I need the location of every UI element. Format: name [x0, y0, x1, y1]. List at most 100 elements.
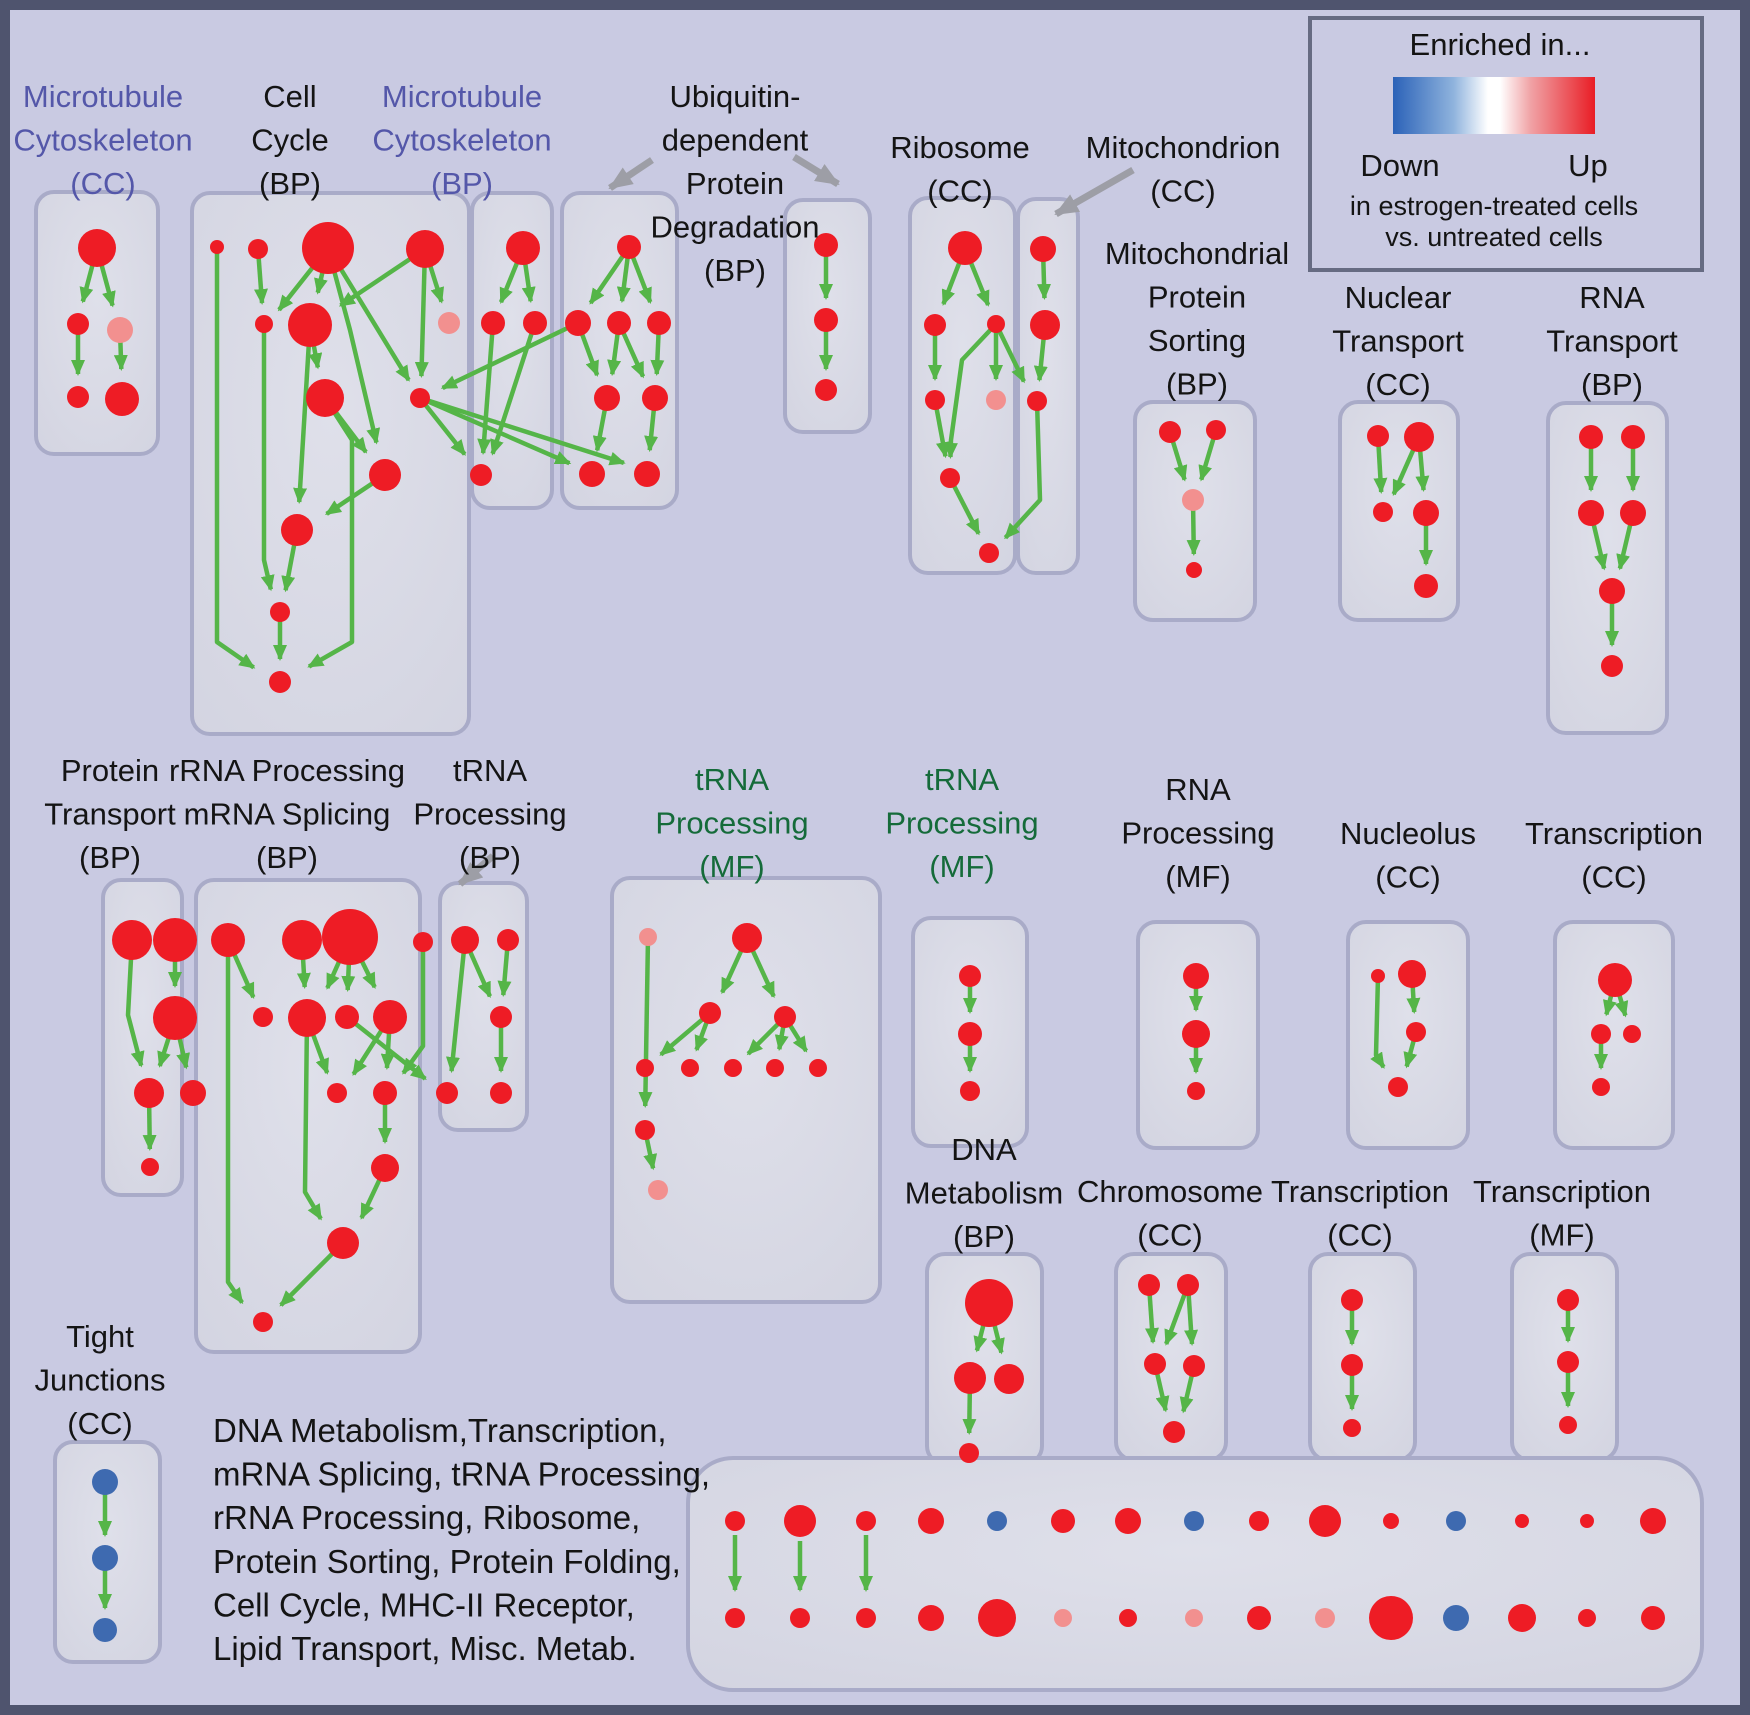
misc-terms-top-node-3 — [856, 1511, 876, 1531]
network-nodes — [67, 222, 1666, 1642]
dna-metabolism-node-3 — [994, 1364, 1024, 1394]
label-dna-metabolism-bp-line-3: (BP) — [953, 1219, 1015, 1254]
label-mitochondrion-cc-line-2: (CC) — [1150, 174, 1215, 209]
label-protein-transport-bp-line-2: Transport — [44, 797, 176, 832]
rrna-processing-mrna-splicing-node-9 — [327, 1083, 347, 1103]
dna-metabolism-node-1 — [965, 1279, 1013, 1327]
label-microtubule-cytoskeleton-cc-line-3: (CC) — [70, 166, 135, 201]
label-ubiquitin-dependent-protein-degradation-bp-line-4: Degradation — [651, 210, 820, 245]
label-dna-metabolism-bp-line-1: DNA — [951, 1132, 1017, 1167]
trna-processing-mf-1-node-4 — [774, 1006, 796, 1028]
label-transcription-mf-line-2: (MF) — [1529, 1218, 1594, 1253]
label-microtubule-cytoskeleton-cc-line-2: Cytoskeleton — [13, 123, 192, 158]
chromosome-node-1 — [1138, 1274, 1160, 1296]
rrna-processing-mrna-splicing-node-8 — [373, 1000, 407, 1034]
chromosome-node-2 — [1177, 1274, 1199, 1296]
dna-metabolism-node-2 — [954, 1362, 986, 1394]
rna-transport-node-2 — [1621, 425, 1645, 449]
rna-transport-node-1 — [1579, 425, 1603, 449]
legend-down-label: Down — [1360, 148, 1439, 183]
label-microtubule-cytoskeleton-bp-line-3: (BP) — [431, 166, 493, 201]
rna-transport-node-5 — [1599, 578, 1625, 604]
microtubule-cytoskeleton-bp-edge-4 — [490, 322, 538, 456]
nuclear-transport-node-5 — [1414, 574, 1438, 598]
label-mitochondrial-protein-sorting-bp-line-2: Protein — [1148, 280, 1246, 315]
misc-terms-top-node-5 — [987, 1511, 1007, 1531]
trna-processing-mf-1-node-7 — [724, 1059, 742, 1077]
protein-transport-node-6 — [141, 1158, 159, 1176]
cell-cycle-edge-11 — [293, 324, 313, 505]
cell-cycle-edge-1 — [214, 247, 256, 670]
trna-processing-mf-1-node-3 — [699, 1002, 721, 1024]
rrna-processing-mrna-splicing-node-12 — [327, 1227, 359, 1259]
label-mitochondrial-protein-sorting-bp-line-1: Mitochondrial — [1105, 236, 1289, 271]
cell-cycle-node-5 — [255, 315, 273, 333]
label-ubiquitin-dependent-protein-degradation-bp-line-3: Protein — [686, 166, 784, 201]
legend-up-label: Up — [1568, 148, 1608, 183]
transcription-mf-node-3 — [1559, 1416, 1577, 1434]
microtubule-cytoskeleton-cc-node-2 — [67, 313, 89, 335]
label-trna-processing-mf-1-line-1: tRNA — [695, 762, 769, 797]
misc-terms-line-3: rRNA Processing, Ribosome, — [213, 1499, 640, 1536]
ubiquitin-degradation-1-node-3 — [607, 311, 631, 335]
mitochondrial-protein-sorting-node-4 — [1186, 562, 1202, 578]
label-trna-processing-bp-line-2: Processing — [413, 797, 566, 832]
misc-terms-top-node-9 — [1249, 1511, 1269, 1531]
rrna-processing-mrna-splicing-node-6 — [288, 999, 326, 1037]
legend: Enriched in... Down Up in estrogen-treated … — [1308, 16, 1704, 272]
misc-terms-bottom-node-12 — [1443, 1605, 1469, 1631]
label-trna-processing-bp-line-1: tRNA — [453, 753, 527, 788]
transcription-cc-mid-node-2 — [1591, 1024, 1611, 1044]
cell-cycle-edge-12 — [260, 324, 275, 592]
rna-transport-box — [1546, 401, 1669, 735]
mitochondrial-protein-sorting-node-2 — [1206, 420, 1226, 440]
trna-processing-mf-1-node-1 — [639, 928, 657, 946]
annotation-arrow-2 — [792, 154, 840, 187]
ribosome-node-5 — [986, 390, 1006, 410]
label-ribosome-cc-line-1: Ribosome — [890, 130, 1030, 165]
label-nucleolus-cc-line-1: Nucleolus — [1340, 816, 1476, 851]
rrna-processing-mrna-splicing-node-11 — [371, 1154, 399, 1182]
label-rna-processing-mf-line-2: Processing — [1121, 816, 1274, 851]
label-rrna-processing-mrna-splicing-bp-line-3: (BP) — [256, 840, 318, 875]
rna-transport-node-4 — [1620, 500, 1646, 526]
annotation-arrow-3 — [1054, 166, 1135, 218]
protein-transport-node-5 — [180, 1080, 206, 1106]
rrna-processing-mrna-splicing-node-7 — [335, 1005, 359, 1029]
ubiquitin-degradation-1-node-8 — [634, 461, 660, 487]
label-tight-junctions-cc-line-3: (CC) — [67, 1406, 132, 1441]
misc-terms-bottom-node-10 — [1315, 1608, 1335, 1628]
trna-processing-bp-node-4 — [436, 1082, 458, 1104]
ribosome-node-6 — [940, 468, 960, 488]
microtubule-cytoskeleton-cc-node-3 — [107, 317, 133, 343]
legend-box — [1308, 16, 1704, 272]
misc-terms-top-node-4 — [918, 1508, 944, 1534]
trna-processing-bp-node-2 — [497, 929, 519, 951]
label-nuclear-transport-cc-line-3: (CC) — [1365, 367, 1430, 402]
mitochondrion-node-3 — [1027, 391, 1047, 411]
protein-transport-node-2 — [153, 918, 197, 962]
mitochondrion-node-2 — [1030, 310, 1060, 340]
label-rna-transport-bp-line-2: Transport — [1546, 324, 1678, 359]
cell-cycle-node-7 — [438, 312, 460, 334]
trna-processing-mf-1-node-5 — [636, 1059, 654, 1077]
cell-cycle-node-8 — [306, 379, 344, 417]
cluster-labels: Microtubule Cytoskeleton (CC) Cell Cycle (BP)… — [13, 79, 1703, 1441]
protein-transport-node-1 — [112, 920, 152, 960]
tight-junctions-node-3 — [93, 1618, 117, 1642]
ubiquitin-degradation-1-node-1 — [617, 235, 641, 259]
misc-terms-bottom-node-3 — [856, 1608, 876, 1628]
ubiquitin-degradation-1-box — [560, 191, 679, 510]
misc-terms-line-6: Lipid Transport, Misc. Metab. — [213, 1630, 637, 1667]
label-cell-cycle-bp-line-2: Cycle — [251, 123, 329, 158]
chromosome-node-5 — [1163, 1421, 1185, 1443]
misc-terms-top-node-15 — [1640, 1508, 1666, 1534]
misc-terms-bottom-node-4 — [918, 1605, 944, 1631]
tight-junctions-node-1 — [92, 1469, 118, 1495]
label-microtubule-cytoskeleton-cc-line-1: Microtubule — [23, 79, 183, 114]
nucleolus-node-4 — [1388, 1077, 1408, 1097]
trna-processing-mf-1-node-2 — [732, 923, 762, 953]
misc-terms-line-4: Protein Sorting, Protein Folding, — [213, 1543, 681, 1580]
